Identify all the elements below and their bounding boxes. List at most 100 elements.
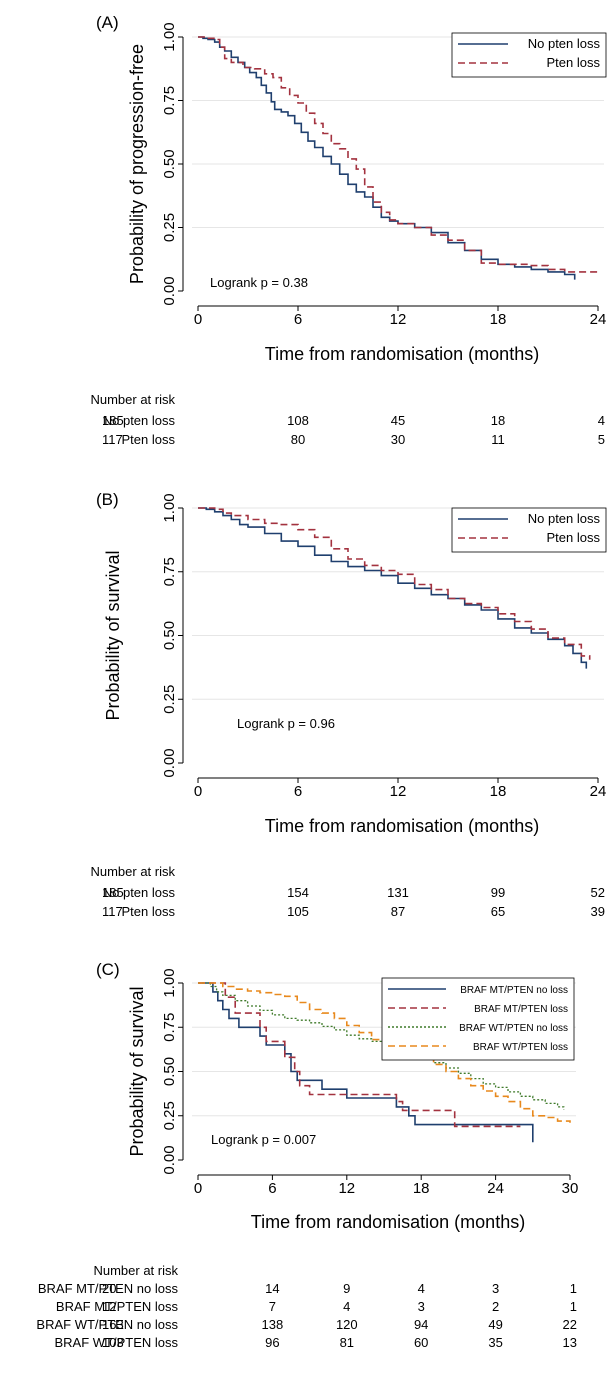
logrank-annotation: Logrank p = 0.007 xyxy=(211,1132,316,1147)
legend-entry: BRAF WT/PTEN loss xyxy=(473,1042,568,1053)
legend-entry: BRAF MT/PTEN no loss xyxy=(460,985,568,996)
x-axis-title: Time from randomisation (months) xyxy=(265,816,539,836)
x-tick-label: 0 xyxy=(194,783,202,800)
risk-row-label: BRAF WT/PTEN no loss xyxy=(36,1317,178,1332)
risk-value: 35 xyxy=(488,1335,502,1350)
risk-value: 39 xyxy=(591,904,605,919)
risk-value: 3 xyxy=(418,1299,425,1314)
risk-value: 105 xyxy=(287,904,309,919)
risk-value: 4 xyxy=(418,1281,425,1296)
legend: BRAF MT/PTEN no loss BRAF MT/PTEN loss BRA… xyxy=(381,977,575,1061)
y-axis-title: Probability of survival xyxy=(127,986,147,1156)
risk-value: 117 xyxy=(102,904,123,919)
risk-row-label: BRAF WT/PTEN loss xyxy=(54,1335,178,1350)
legend-entry: Pten loss xyxy=(547,530,601,545)
x-axis-title: Time from randomisation (months) xyxy=(251,1212,525,1232)
risk-row-label: BRAF MT/PTEN loss xyxy=(56,1299,179,1314)
risk-value: 185 xyxy=(102,413,124,428)
x-tick-label: 6 xyxy=(294,783,302,800)
risk-value: 1 xyxy=(570,1299,577,1314)
risk-value: 87 xyxy=(391,904,405,919)
risk-row-label: Pten loss xyxy=(122,432,176,447)
x-tick-label: 0 xyxy=(194,1180,202,1197)
risk-value: 163 xyxy=(102,1317,124,1332)
risk-table-title: Number at risk xyxy=(93,1263,178,1278)
legend-entry: No pten loss xyxy=(528,36,601,51)
risk-value: 99 xyxy=(491,885,505,900)
risk-value: 81 xyxy=(340,1335,354,1350)
risk-row-label: No pten loss xyxy=(103,413,176,428)
x-tick-label: 18 xyxy=(490,783,507,800)
risk-table-title: Number at risk xyxy=(90,864,175,879)
legend-entry: Pten loss xyxy=(547,55,601,70)
risk-value: 96 xyxy=(265,1335,279,1350)
risk-value: 120 xyxy=(336,1317,358,1332)
y-tick-label: 0.00 xyxy=(161,1145,178,1174)
risk-value: 13 xyxy=(563,1335,577,1350)
km-panel-c: (C) 0.00 0.25 0.50 0.75 1.00 Probability of su… xyxy=(36,960,578,1350)
logrank-annotation: Logrank p = 0.96 xyxy=(237,716,335,731)
km-curve-pten-loss xyxy=(198,507,591,660)
risk-value: 117 xyxy=(102,432,123,447)
risk-value: 108 xyxy=(287,413,309,428)
x-tick-label: 0 xyxy=(194,311,202,328)
km-curve-braf-wt-pten-no-loss xyxy=(198,982,565,1110)
risk-value: 103 xyxy=(102,1335,124,1350)
panel-label: (A) xyxy=(96,13,119,32)
risk-value: 7 xyxy=(269,1299,276,1314)
legend-entry: BRAF MT/PTEN loss xyxy=(474,1004,568,1015)
y-tick-label: 0.75 xyxy=(161,86,178,115)
risk-value: 60 xyxy=(414,1335,428,1350)
x-axis-title: Time from randomisation (months) xyxy=(265,344,539,364)
y-tick-label: 0.50 xyxy=(161,1057,178,1086)
logrank-annotation: Logrank p = 0.38 xyxy=(210,275,308,290)
x-tick-label: 24 xyxy=(487,1180,504,1197)
y-tick-label: 0.75 xyxy=(161,1013,178,1042)
legend-entry: BRAF WT/PTEN no loss xyxy=(459,1023,568,1034)
km-panel-a: (A) 0.00 0.25 0.50 0.75 1.00 Probability of pr… xyxy=(90,13,607,447)
risk-value: 94 xyxy=(414,1317,428,1332)
risk-value: 52 xyxy=(591,885,605,900)
y-tick-label: 0.50 xyxy=(161,621,178,650)
risk-row-label: BRAF MT/PTEN no loss xyxy=(38,1281,179,1296)
x-tick-label: 18 xyxy=(413,1180,430,1197)
x-tick-label: 30 xyxy=(562,1180,579,1197)
y-tick-label: 1.00 xyxy=(161,968,178,997)
risk-value: 154 xyxy=(287,885,309,900)
panel-label: (B) xyxy=(96,490,119,509)
x-tick-label: 12 xyxy=(338,1180,355,1197)
legend-entry: No pten loss xyxy=(528,511,601,526)
risk-value: 14 xyxy=(265,1281,279,1296)
km-curve-braf-mt-pten-no-loss xyxy=(198,982,534,1143)
risk-row-label: Pten loss xyxy=(122,904,176,919)
km-panel-b: (B) 0.00 0.25 0.50 0.75 1.00 Probability of su… xyxy=(90,490,607,919)
x-tick-label: 12 xyxy=(390,783,407,800)
km-curve-braf-mt-pten-loss xyxy=(198,982,521,1128)
risk-value: 9 xyxy=(343,1281,350,1296)
risk-value: 18 xyxy=(491,413,505,428)
risk-value: 4 xyxy=(343,1299,350,1314)
y-tick-label: 0.25 xyxy=(161,685,178,714)
risk-value: 138 xyxy=(262,1317,284,1332)
legend: No pten loss Pten loss xyxy=(451,507,607,553)
y-tick-label: 0.75 xyxy=(161,557,178,586)
risk-value: 22 xyxy=(563,1317,577,1332)
risk-value: 1 xyxy=(570,1281,577,1296)
y-tick-label: 1.00 xyxy=(161,22,178,51)
x-tick-label: 6 xyxy=(268,1180,276,1197)
km-curve-no-pten-loss xyxy=(198,507,588,669)
y-tick-label: 0.00 xyxy=(161,276,178,305)
risk-value: 12 xyxy=(102,1299,116,1314)
risk-value: 20 xyxy=(102,1281,116,1296)
risk-row-label: No pten loss xyxy=(103,885,176,900)
x-tick-label: 24 xyxy=(590,311,607,328)
risk-value: 2 xyxy=(492,1299,499,1314)
y-tick-label: 0.25 xyxy=(161,213,178,242)
y-tick-label: 0.00 xyxy=(161,748,178,777)
x-tick-label: 24 xyxy=(590,783,607,800)
x-tick-label: 6 xyxy=(294,311,302,328)
